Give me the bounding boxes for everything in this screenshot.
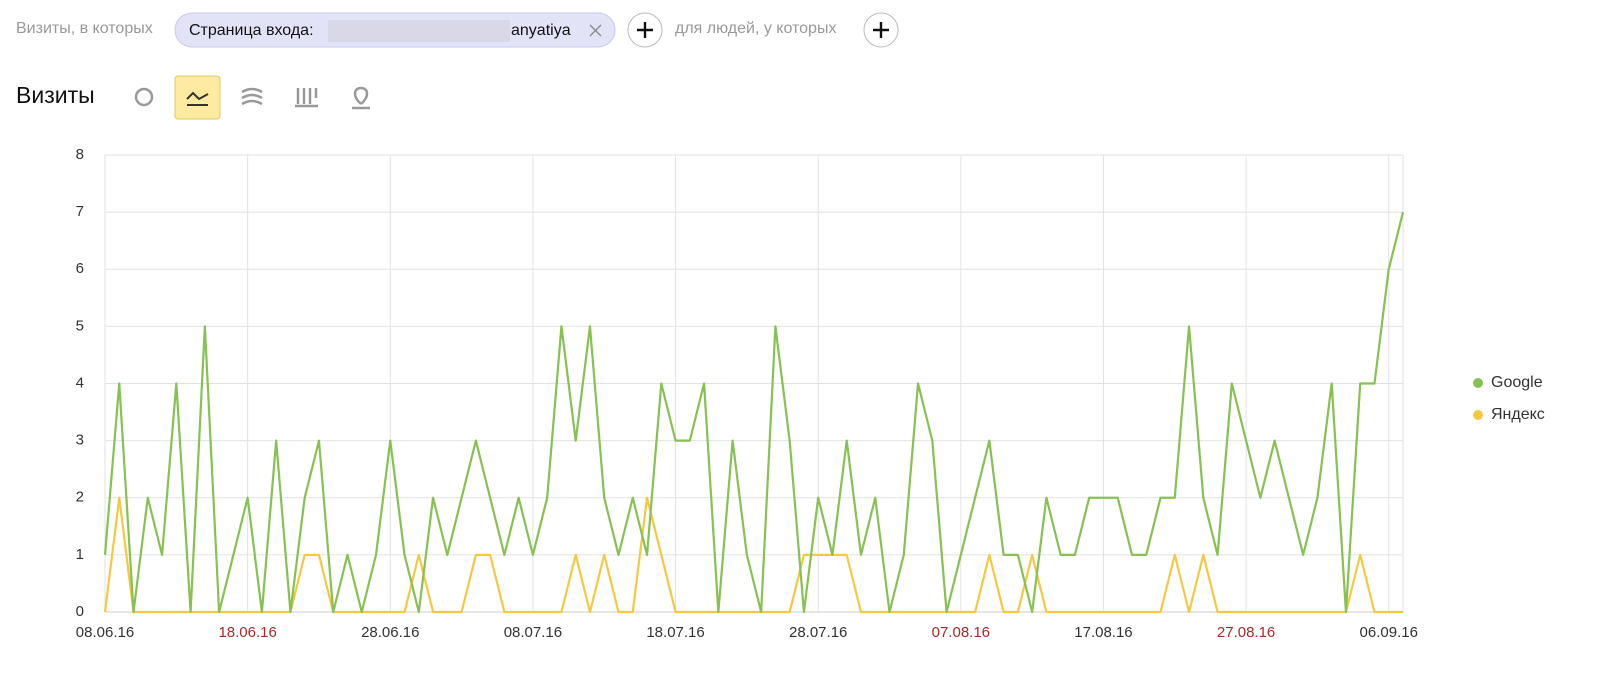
series-line	[103, 211, 1405, 614]
y-tick-label: 5	[76, 317, 84, 334]
legend-label: Google	[1491, 374, 1543, 391]
y-tick-label: 4	[76, 374, 84, 391]
chip-value: anyatiya	[511, 22, 571, 39]
legend-marker	[1473, 378, 1483, 388]
chart-type-switch	[134, 75, 370, 120]
x-tick-label: 28.07.16	[789, 624, 847, 641]
x-tick-label: 18.06.16	[218, 624, 276, 641]
y-tick-label: 8	[76, 146, 84, 163]
chart-title: Визиты	[16, 82, 95, 108]
chip-label: Страница входа:	[189, 22, 314, 39]
x-tick-label: 18.07.16	[646, 624, 704, 641]
filter-prefix: Визиты, в которых	[16, 20, 153, 37]
x-tick-label: 28.06.16	[361, 624, 419, 641]
x-tick-label: 06.09.16	[1360, 624, 1418, 641]
x-tick-label: 08.06.16	[76, 624, 134, 641]
pie-icon[interactable]	[134, 87, 154, 107]
add-button[interactable]	[863, 12, 899, 48]
y-tick-label: 3	[76, 432, 84, 449]
chip-close[interactable]	[589, 24, 602, 37]
blurred-url	[328, 20, 510, 42]
series-line	[103, 496, 1403, 614]
add-button[interactable]	[627, 12, 663, 48]
legend-marker	[1473, 410, 1483, 420]
filter-chip[interactable]: Страница входа: anyatiya	[174, 12, 616, 48]
area-icon[interactable]	[241, 87, 263, 106]
x-tick-label: 17.08.16	[1074, 624, 1132, 641]
y-tick-label: 0	[76, 603, 84, 620]
y-tick-label: 1	[76, 546, 84, 563]
map-icon[interactable]	[352, 86, 370, 110]
x-tick-label: 27.08.16	[1217, 624, 1275, 641]
bar-icon[interactable]	[295, 88, 318, 108]
x-tick-label: 08.07.16	[504, 624, 562, 641]
legend-label: Яндекс	[1491, 406, 1545, 423]
y-tick-label: 6	[76, 260, 84, 277]
x-tick-label: 07.08.16	[932, 624, 990, 641]
y-tick-label: 7	[76, 203, 84, 220]
filter-suffix: для людей, у которых	[675, 20, 836, 37]
y-tick-label: 2	[76, 489, 84, 506]
